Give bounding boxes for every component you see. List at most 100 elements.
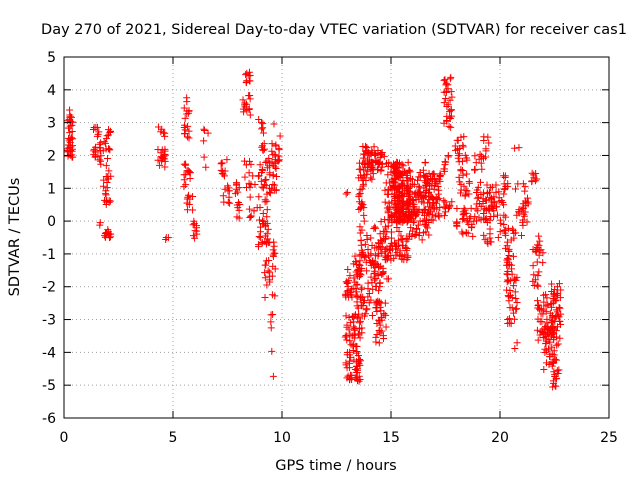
data-point: [542, 347, 550, 355]
data-point: [275, 146, 283, 154]
data-point: [536, 237, 544, 245]
data-point: [343, 364, 351, 372]
data-point: [274, 157, 282, 165]
data-point: [202, 163, 210, 171]
data-point: [242, 71, 250, 79]
data-point: [508, 304, 516, 312]
data-point: [483, 181, 491, 189]
grid-lines: [64, 57, 609, 418]
data-point: [369, 285, 377, 293]
data-point: [204, 129, 212, 137]
data-point: [272, 186, 280, 194]
data-point: [264, 225, 272, 233]
y-tick-label: 0: [47, 214, 56, 230]
data-point: [495, 194, 503, 202]
data-point: [413, 207, 421, 215]
data-point: [355, 372, 363, 380]
data-point: [366, 150, 374, 158]
data-point: [463, 187, 471, 195]
data-point: [381, 216, 389, 224]
data-point: [102, 229, 110, 237]
data-point: [540, 365, 548, 373]
data-point: [180, 171, 188, 179]
data-point: [552, 327, 560, 335]
data-point: [535, 241, 543, 249]
data-point: [381, 256, 389, 264]
data-point: [182, 161, 190, 169]
data-point: [271, 163, 279, 171]
data-point: [457, 186, 465, 194]
data-point: [556, 304, 564, 312]
data-point: [189, 206, 197, 214]
data-point: [475, 193, 483, 201]
data-point: [433, 199, 441, 207]
data-point: [382, 233, 390, 241]
data-point: [374, 272, 382, 280]
data-point: [255, 232, 263, 240]
data-point: [460, 204, 468, 212]
data-point: [420, 191, 428, 199]
data-point: [189, 221, 197, 229]
data-point: [246, 193, 254, 201]
data-point: [493, 211, 501, 219]
data-point: [355, 260, 363, 268]
data-point: [102, 200, 110, 208]
data-point: [480, 136, 488, 144]
data-point: [217, 166, 225, 174]
data-point: [553, 323, 561, 331]
data-point: [395, 228, 403, 236]
data-point: [487, 198, 495, 206]
data-point: [259, 146, 267, 154]
data-point: [200, 137, 208, 145]
data-point: [378, 249, 386, 257]
data-point: [246, 213, 254, 221]
data-point: [106, 146, 114, 154]
data-point: [378, 163, 386, 171]
data-point: [406, 232, 414, 240]
y-tick-label: 5: [47, 50, 56, 66]
data-point: [373, 330, 381, 338]
data-point: [255, 193, 263, 201]
data-point: [232, 185, 240, 193]
data-point: [350, 318, 358, 326]
data-point: [436, 172, 444, 180]
y-tick-label: 2: [47, 148, 56, 164]
data-point: [481, 236, 489, 244]
data-point: [374, 297, 382, 305]
data-point: [104, 155, 112, 163]
data-point: [393, 200, 401, 208]
data-point: [200, 125, 208, 133]
data-point: [402, 185, 410, 193]
data-point: [399, 170, 407, 178]
data-point: [495, 188, 503, 196]
data-point: [522, 202, 530, 210]
data-point: [356, 223, 364, 231]
data-point: [100, 176, 108, 184]
chart-title: Day 270 of 2021, Sidereal Day-to-day VTE…: [41, 22, 627, 38]
x-axis-label: GPS time / hours: [275, 458, 396, 474]
data-point: [357, 302, 365, 310]
data-point: [403, 245, 411, 253]
data-point: [352, 268, 360, 276]
data-point: [258, 143, 266, 151]
y-axis-label: SDTVAR / TECUs: [7, 178, 23, 297]
data-point: [223, 156, 231, 164]
x-tick-label: 0: [60, 430, 69, 446]
data-point: [553, 312, 561, 320]
data-point: [398, 255, 406, 263]
data-point: [270, 238, 278, 246]
y-tick-label: -5: [42, 378, 56, 394]
data-point: [357, 236, 365, 244]
x-tick-label: 20: [491, 430, 509, 446]
data-point: [93, 132, 101, 140]
data-point: [371, 258, 379, 266]
data-point: [504, 292, 512, 300]
data-point: [487, 213, 495, 221]
data-point: [443, 102, 451, 110]
data-point: [362, 147, 370, 155]
data-point: [245, 205, 253, 213]
data-point: [443, 201, 451, 209]
data-point: [389, 178, 397, 186]
data-point: [247, 213, 255, 221]
data-point: [262, 257, 270, 265]
